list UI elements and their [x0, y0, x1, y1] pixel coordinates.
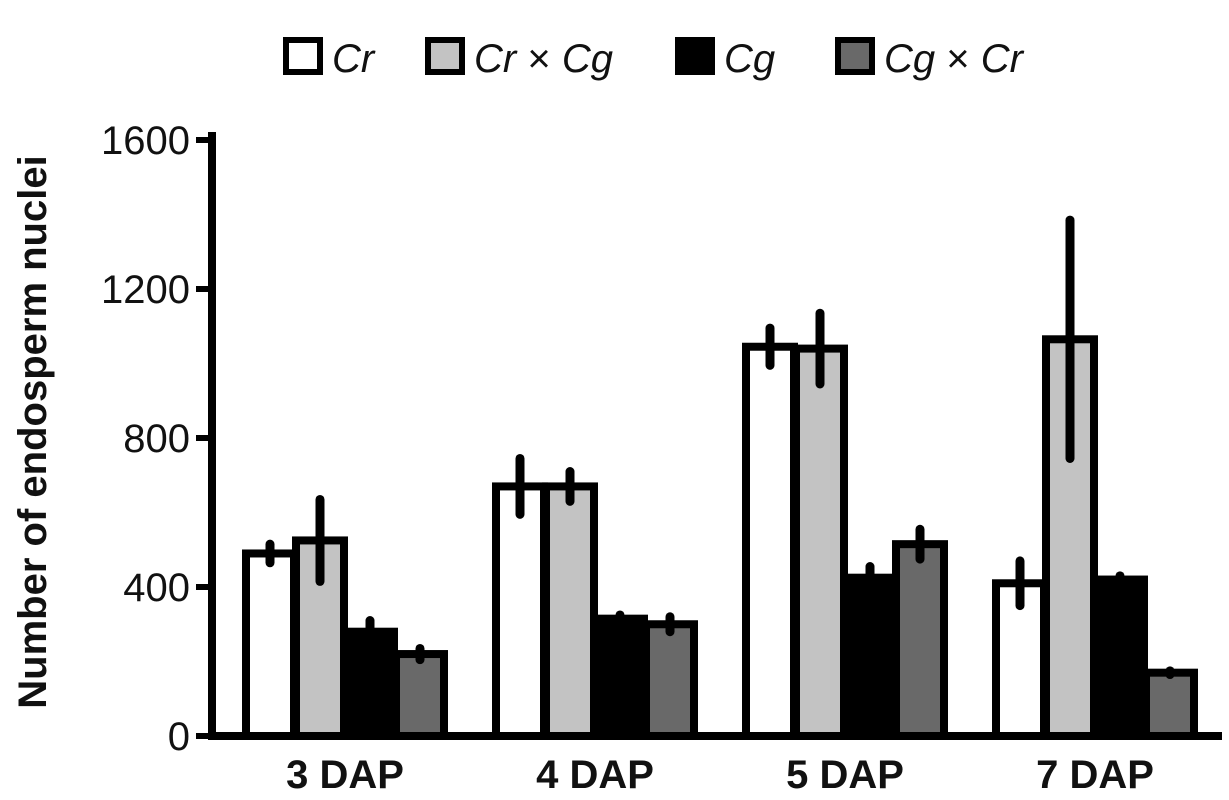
- bar: [742, 342, 798, 740]
- bar: [642, 620, 698, 740]
- bar: [392, 650, 448, 740]
- bar: [1142, 668, 1198, 740]
- bar: [592, 614, 648, 740]
- y-axis-ticks: 0 400 800 1200 1600: [101, 119, 214, 759]
- x-category-label: 7 DAP: [1036, 753, 1154, 797]
- legend-label: Cr: [332, 37, 376, 81]
- legend-label: Cg × Cr: [884, 37, 1025, 81]
- bar: [492, 482, 548, 740]
- y-tick-label: 1600: [101, 119, 190, 163]
- legend-swatch: [283, 37, 323, 75]
- legend-swatch: [835, 37, 875, 75]
- x-axis-categories: 3 DAP 4 DAP 5 DAP 7 DAP: [286, 753, 1154, 797]
- bars: [242, 335, 1198, 741]
- bar: [542, 482, 598, 740]
- bar: [842, 573, 898, 740]
- x-category-label: 5 DAP: [786, 753, 904, 797]
- y-axis-label: Number of endosperm nuclei: [11, 155, 55, 708]
- bar: [1092, 575, 1148, 740]
- error-bars: [265, 215, 1175, 680]
- y-tick-label: 400: [123, 566, 190, 610]
- legend-label: Cg: [724, 37, 775, 81]
- y-tick-label: 800: [123, 417, 190, 461]
- bar: [242, 549, 298, 740]
- x-category-label: 4 DAP: [536, 753, 654, 797]
- x-category-label: 3 DAP: [286, 753, 404, 797]
- bar: [892, 540, 948, 740]
- legend-swatch: [675, 37, 715, 75]
- legend-swatch: [425, 37, 465, 75]
- y-tick-label: 1200: [101, 268, 190, 312]
- legend: Cr Cr × Cg Cg Cg × Cr: [283, 37, 1025, 81]
- bar: [792, 344, 848, 740]
- y-tick-label: 0: [168, 715, 190, 759]
- legend-label: Cr × Cg: [474, 37, 613, 81]
